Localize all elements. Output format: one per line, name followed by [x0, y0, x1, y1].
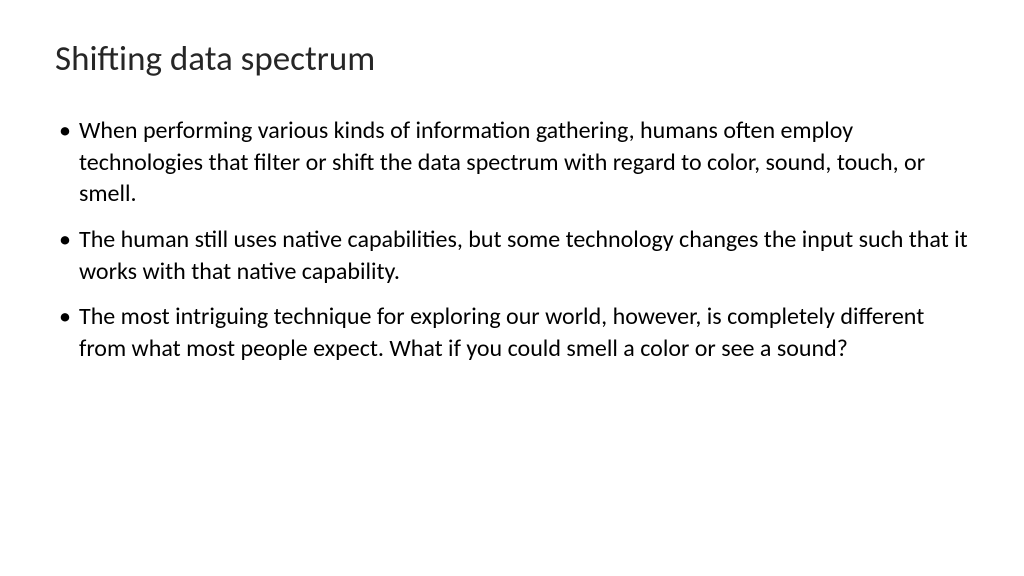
bullet-item: When performing various kinds of informa…: [55, 115, 969, 210]
slide-title: Shifting data spectrum: [55, 38, 969, 80]
bullet-list: When performing various kinds of informa…: [55, 115, 969, 365]
bullet-item: The human still uses native capabilities…: [55, 224, 969, 287]
bullet-item: The most intriguing technique for explor…: [55, 301, 969, 364]
